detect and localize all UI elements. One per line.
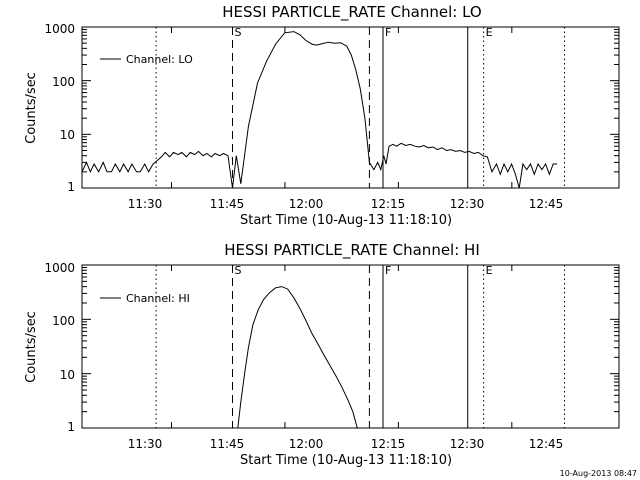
marker-label-e: E [486, 264, 493, 277]
xtick-labels: 11:30 11:45 12:00 12:15 12:30 12:45 [128, 197, 564, 211]
x-axis-label: Start Time (10-Aug-13 11:18:10) [240, 453, 452, 468]
xtick-label: 12:15 [371, 437, 406, 451]
ytick-label: 10 [60, 368, 75, 382]
xtick-label: 12:45 [529, 197, 564, 211]
legend: Channel: LO [100, 53, 193, 66]
timestamp: 10-Aug-2013 08:47 [560, 469, 637, 478]
series-line [237, 286, 358, 429]
legend: Channel: HI [100, 292, 190, 305]
y-axis-label: Counts/sec [24, 311, 39, 383]
marker-label-f: F [385, 26, 391, 39]
ytick-label: 1000 [44, 22, 75, 36]
ytick-label: 1000 [44, 261, 75, 275]
xtick-label: 11:45 [210, 437, 245, 451]
plot-lo: HESSI PARTICLE_RATE Channel: LO 1 10 100… [24, 3, 620, 228]
xtick-label: 12:00 [289, 197, 324, 211]
marker-label-f: F [385, 264, 391, 277]
xtick-label: 11:45 [210, 197, 245, 211]
marker-label-s: S [235, 264, 242, 277]
plot-frame [81, 26, 620, 189]
ytick-label: 100 [52, 75, 75, 89]
xtick-labels: 11:30 11:45 12:00 12:15 12:30 12:45 [128, 437, 564, 451]
plot-frame [81, 264, 620, 429]
plot-title: HESSI PARTICLE_RATE Channel: LO [222, 3, 481, 22]
marker-label-e: E [486, 26, 493, 39]
ytick-label: 10 [60, 128, 75, 142]
ytick-label: 100 [52, 314, 75, 328]
xtick-label: 11:30 [128, 437, 163, 451]
plot-title: HESSI PARTICLE_RATE Channel: HI [224, 241, 480, 260]
xtick-label: 11:30 [128, 197, 163, 211]
legend-label: Channel: HI [126, 292, 190, 305]
xtick-label: 12:30 [450, 437, 485, 451]
ytick-label: 1 [67, 420, 75, 434]
xtick-label: 12:00 [289, 437, 324, 451]
ytick-label: 1 [67, 180, 75, 194]
xtick-label: 12:15 [371, 197, 406, 211]
marker-label-s: S [235, 26, 242, 39]
xtick-label: 12:45 [529, 437, 564, 451]
y-axis-label: Counts/sec [24, 72, 39, 144]
ytick-labels: 1 10 100 1000 [44, 261, 75, 434]
legend-label: Channel: LO [126, 53, 193, 66]
ytick-labels: 1 10 100 1000 [44, 22, 75, 194]
plot-hi: HESSI PARTICLE_RATE Channel: HI 1 10 100… [24, 241, 620, 468]
x-axis-label: Start Time (10-Aug-13 11:18:10) [240, 213, 452, 228]
xtick-label: 12:30 [450, 197, 485, 211]
series-line [81, 31, 557, 189]
